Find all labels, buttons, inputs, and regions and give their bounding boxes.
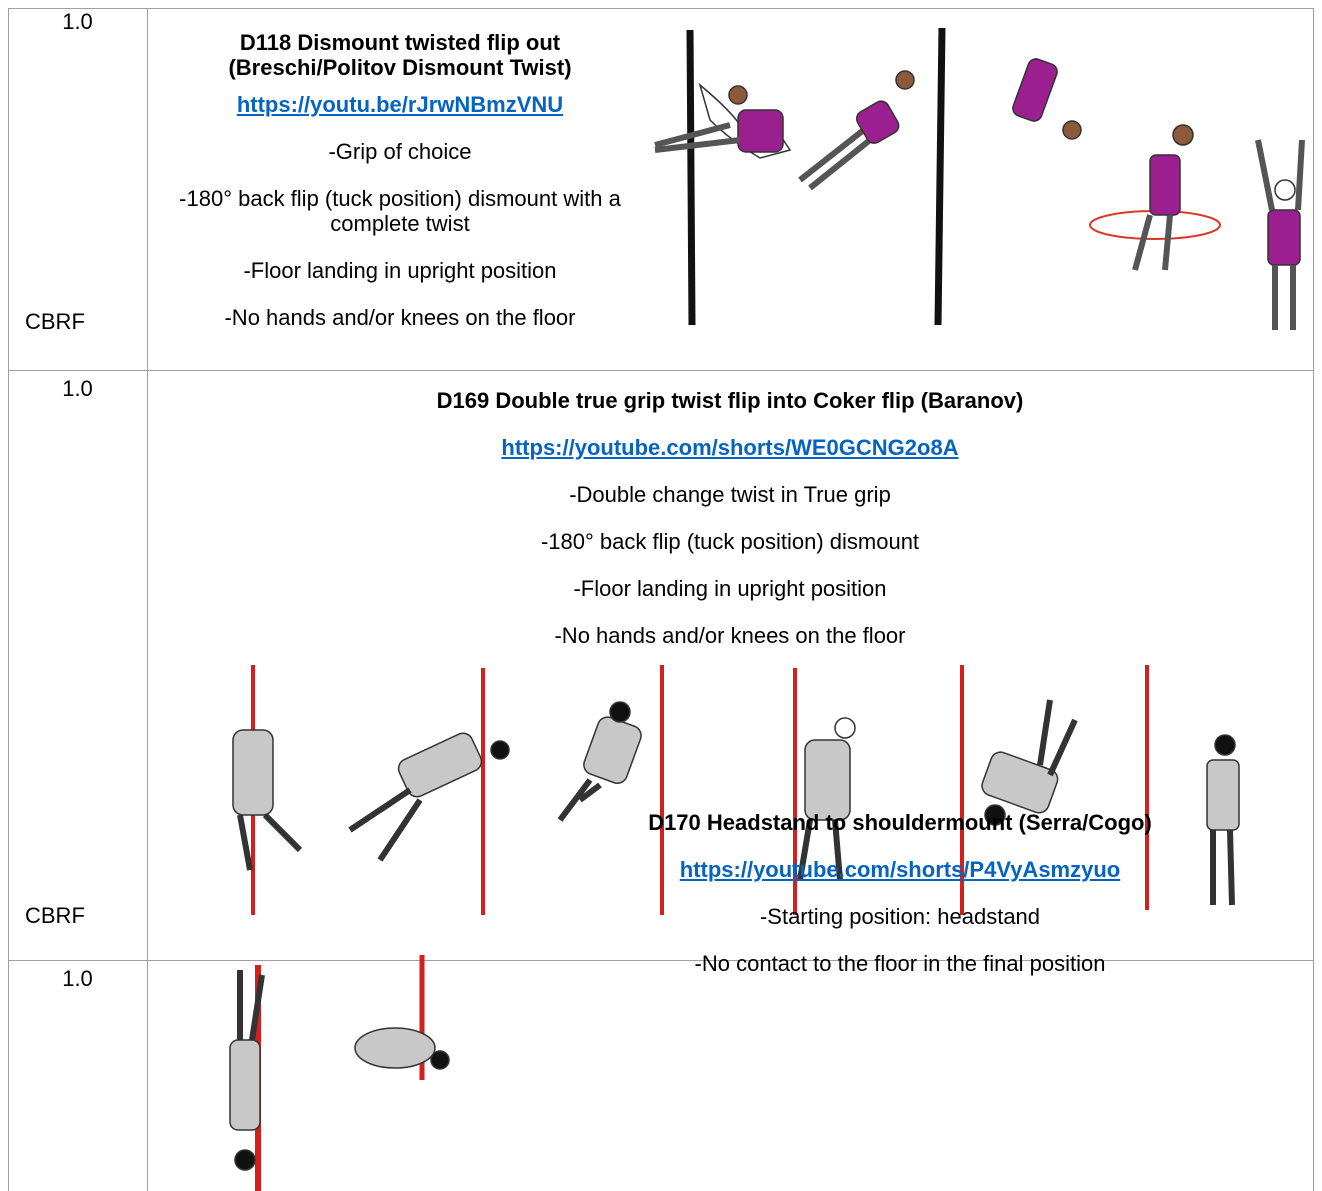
difficulty-value: 1.0 — [62, 966, 93, 991]
requirement: -Floor landing in upright position — [573, 576, 887, 601]
requirement: -No contact to the floor in the final po… — [694, 951, 1106, 976]
row2-illustration — [232, 665, 1240, 915]
element-title: D118 Dismount twisted flip out (Breschi/… — [228, 30, 572, 80]
video-link[interactable]: https://youtube.com/shorts/P4VyAsmzyuo — [679, 857, 1121, 882]
column-divider — [147, 8, 148, 1191]
video-link[interactable]: https://youtube.com/shorts/WE0GCNG2o8A — [501, 435, 959, 460]
requirement: -Double change twist in True grip — [569, 482, 891, 507]
link-line: https://youtu.be/rJrwNBmzVNU — [160, 92, 640, 117]
table-border — [8, 8, 9, 1191]
element-details: https://youtube.com/shorts/P4VyAsmzyuo -… — [600, 857, 1200, 998]
element-description: D118 Dismount twisted flip out (Breschi/… — [160, 30, 640, 352]
row-divider — [8, 960, 1314, 961]
link-line: https://youtube.com/shorts/WE0GCNG2o8A — [180, 435, 1280, 460]
table-border — [8, 8, 1314, 9]
table-border — [1313, 8, 1314, 1191]
video-link[interactable]: https://youtu.be/rJrwNBmzVNU — [236, 92, 564, 117]
element-description: D169 Double true grip twist flip into Co… — [180, 388, 1280, 670]
requirement: -No hands and/or knees on the floor — [554, 623, 906, 648]
requirement: -180° back flip (tuck position) dismount… — [179, 186, 621, 236]
requirement: -Starting position: headstand — [759, 904, 1041, 929]
difficulty-value: 1.0 — [62, 9, 93, 34]
row3-illustration — [229, 955, 450, 1191]
requirement: -Grip of choice — [328, 139, 472, 164]
row1-illustration — [654, 27, 1305, 330]
requirement: -No hands and/or knees on the floor — [224, 305, 576, 330]
category: CBRF — [25, 309, 85, 334]
link-line: https://youtube.com/shorts/P4VyAsmzyuo — [600, 857, 1200, 882]
difficulty-value: 1.0 — [62, 376, 93, 401]
element-title: D170 Headstand to shouldermount (Serra/C… — [648, 810, 1152, 835]
element-title: D169 Double true grip twist flip into Co… — [436, 388, 1024, 413]
requirement: -Floor landing in upright position — [243, 258, 557, 283]
requirement: -180° back flip (tuck position) dismount — [540, 529, 920, 554]
element-description: D170 Headstand to shouldermount (Serra/C… — [600, 810, 1200, 857]
category: CBRF — [25, 903, 85, 928]
row-divider — [8, 370, 1314, 371]
